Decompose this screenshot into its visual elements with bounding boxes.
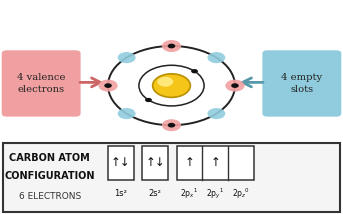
Circle shape [231, 83, 239, 88]
Circle shape [104, 83, 112, 88]
FancyBboxPatch shape [262, 50, 341, 117]
Circle shape [118, 52, 135, 63]
Circle shape [168, 44, 175, 48]
Text: ↑: ↑ [185, 156, 194, 169]
Circle shape [208, 52, 225, 63]
Circle shape [162, 40, 181, 52]
Text: CARBON ATOM: CARBON ATOM [9, 153, 90, 163]
Circle shape [118, 108, 135, 119]
Text: 2p$_y$$^1$: 2p$_y$$^1$ [206, 186, 224, 201]
Text: ↑↓: ↑↓ [145, 156, 165, 169]
Text: 2p$_z$$^0$: 2p$_z$$^0$ [232, 186, 250, 201]
Text: ↑↓: ↑↓ [111, 156, 131, 169]
Text: 4 empty
slots: 4 empty slots [281, 73, 322, 94]
Circle shape [225, 80, 245, 92]
FancyBboxPatch shape [142, 146, 168, 180]
FancyBboxPatch shape [108, 146, 134, 180]
Text: 4 valence
electrons: 4 valence electrons [17, 73, 66, 94]
Circle shape [153, 74, 190, 97]
Text: ↑: ↑ [210, 156, 220, 169]
Circle shape [145, 98, 152, 102]
Circle shape [157, 77, 173, 87]
FancyBboxPatch shape [2, 50, 81, 117]
Circle shape [98, 80, 118, 92]
Text: 1s²: 1s² [115, 189, 127, 198]
Circle shape [168, 123, 175, 128]
Text: 2p$_x$$^1$: 2p$_x$$^1$ [180, 186, 199, 201]
Text: 2s²: 2s² [149, 189, 162, 198]
FancyBboxPatch shape [177, 146, 254, 180]
Circle shape [191, 69, 198, 73]
Text: 6 ELECTRONS: 6 ELECTRONS [19, 192, 81, 201]
Circle shape [208, 108, 225, 119]
Circle shape [162, 119, 181, 131]
Text: CONFIGURATION: CONFIGURATION [4, 171, 95, 181]
FancyBboxPatch shape [3, 143, 340, 212]
